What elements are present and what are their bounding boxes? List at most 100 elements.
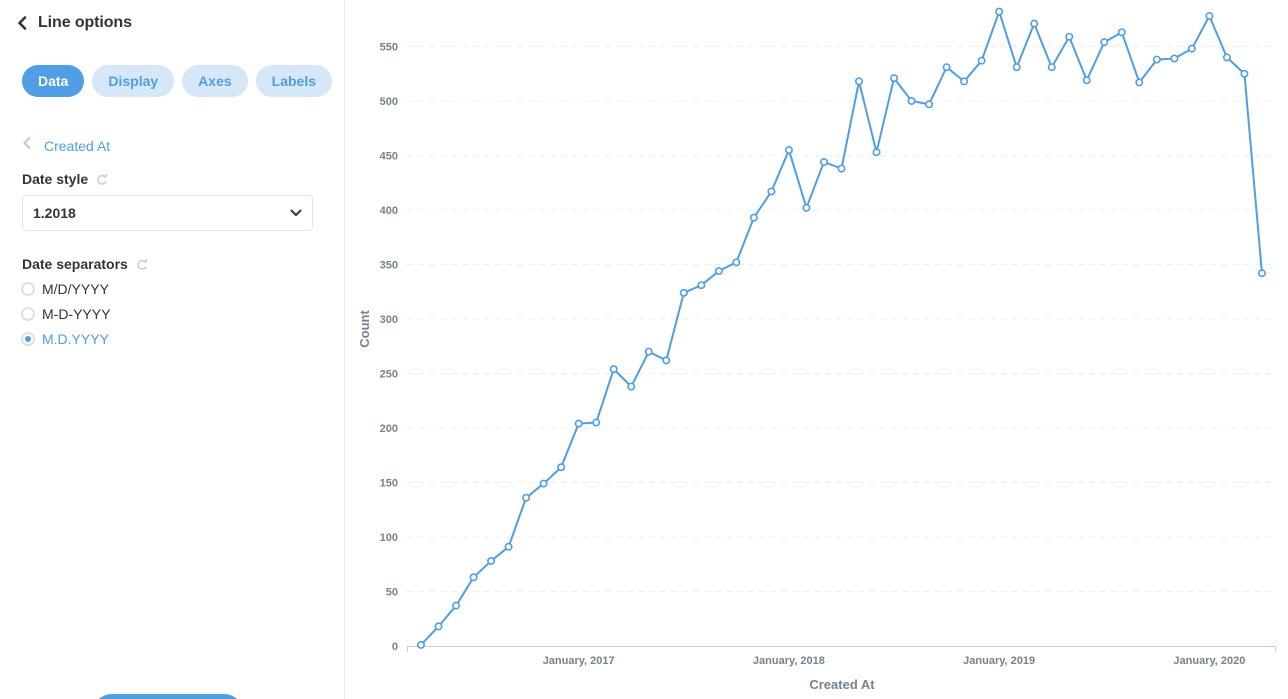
data-point[interactable] [1117, 28, 1126, 37]
radio-button[interactable] [21, 307, 35, 321]
y-tick-label: 450 [380, 151, 398, 163]
x-axis-title: Created At [809, 677, 875, 692]
y-tick-label: 350 [380, 260, 398, 272]
y-tick-label: 50 [386, 587, 398, 599]
data-point[interactable] [1100, 38, 1109, 47]
done-button[interactable] [92, 694, 244, 699]
data-point[interactable] [802, 203, 811, 212]
data-point[interactable] [749, 213, 758, 222]
y-tick-label: 200 [380, 423, 398, 435]
data-point[interactable] [960, 77, 969, 86]
data-point[interactable] [504, 542, 513, 551]
data-point[interactable] [1065, 32, 1074, 41]
data-point[interactable] [1257, 269, 1266, 278]
data-point[interactable] [557, 463, 566, 472]
data-point[interactable] [995, 7, 1004, 16]
data-point[interactable] [434, 622, 443, 631]
data-point[interactable] [1152, 55, 1161, 64]
breadcrumb-back[interactable]: Created At [22, 136, 110, 155]
date-style-value: 1.2018 [33, 205, 76, 221]
radio-separator-dash[interactable]: M-D-YYYY [21, 306, 110, 322]
data-point[interactable] [1170, 54, 1179, 63]
tab-labels[interactable]: Labels [255, 65, 332, 97]
data-point[interactable] [539, 479, 548, 488]
data-point[interactable] [732, 258, 741, 267]
y-tick-label: 150 [380, 478, 398, 490]
y-tick-label: 0 [392, 641, 398, 653]
date-style-label-row: Date style [22, 171, 108, 187]
data-point[interactable] [417, 640, 426, 649]
radio-button-selected[interactable] [21, 332, 35, 346]
data-point[interactable] [819, 158, 828, 167]
data-point[interactable] [784, 146, 793, 155]
data-point[interactable] [1222, 53, 1231, 62]
y-tick-label: 550 [380, 42, 398, 54]
data-point[interactable] [574, 419, 583, 428]
chevron-down-icon [290, 204, 302, 222]
tab-data[interactable]: Data [22, 65, 85, 97]
date-style-label: Date style [22, 171, 89, 187]
data-point[interactable] [925, 100, 934, 109]
data-point[interactable] [679, 288, 688, 297]
radio-label: M-D-YYYY [42, 306, 111, 322]
tab-display[interactable]: Display [92, 65, 175, 97]
y-tick-label: 100 [380, 532, 398, 544]
data-point[interactable] [469, 573, 478, 582]
y-axis-title: Count [357, 310, 372, 348]
data-point[interactable] [837, 164, 846, 173]
data-point[interactable] [487, 556, 496, 565]
y-tick-label: 400 [380, 205, 398, 217]
data-point[interactable] [1187, 44, 1196, 53]
data-point[interactable] [592, 418, 601, 427]
data-point[interactable] [1012, 63, 1021, 72]
data-point[interactable] [627, 382, 636, 391]
breadcrumb-label: Created At [44, 137, 111, 154]
x-tick-label: January, 2019 [963, 655, 1035, 667]
panel-title: Line options [38, 14, 132, 31]
settings-sidebar: Line options Data Display Axes Labels Cr… [0, 0, 345, 699]
x-tick-label: January, 2020 [1173, 655, 1245, 667]
data-point[interactable] [1240, 69, 1249, 78]
data-point[interactable] [714, 267, 723, 276]
date-separators-label: Date separators [22, 256, 128, 272]
y-tick-label: 250 [380, 369, 398, 381]
y-tick-label: 500 [380, 96, 398, 108]
data-point[interactable] [1082, 76, 1091, 85]
data-point[interactable] [609, 365, 618, 374]
radio-button[interactable] [21, 282, 35, 296]
tab-axes[interactable]: Axes [182, 65, 248, 97]
data-point[interactable] [942, 63, 951, 72]
chevron-left-icon [16, 12, 32, 34]
data-point[interactable] [1135, 78, 1144, 87]
date-style-select[interactable]: 1.2018 [22, 195, 313, 231]
data-point[interactable] [977, 56, 986, 65]
reset-icon[interactable] [136, 258, 148, 270]
data-point[interactable] [662, 356, 671, 365]
x-tick-label: January, 2017 [543, 655, 615, 667]
x-tick-label: January, 2018 [753, 655, 825, 667]
data-point[interactable] [907, 97, 916, 106]
data-point[interactable] [644, 347, 653, 356]
data-point[interactable] [522, 493, 531, 502]
chevron-left-icon [22, 136, 32, 155]
data-point[interactable] [872, 148, 881, 157]
data-point[interactable] [1047, 63, 1056, 72]
data-point[interactable] [890, 74, 899, 83]
radio-separator-dot[interactable]: M.D.YYYY [21, 331, 109, 347]
date-separators-label-row: Date separators [22, 256, 148, 272]
radio-separator-slash[interactable]: M/D/YYYY [21, 281, 109, 297]
data-point[interactable] [1030, 19, 1039, 28]
settings-tabs: Data Display Axes Labels [22, 65, 332, 97]
chart-canvas: 0 50 100 150 200 250 300 350 400 450 500 550 January… [357, 7, 1276, 692]
radio-label: M/D/YYYY [42, 281, 109, 297]
reset-icon[interactable] [96, 173, 108, 185]
data-point[interactable] [854, 77, 863, 86]
data-point[interactable] [767, 187, 776, 196]
y-tick-label: 300 [380, 314, 398, 326]
line-chart: 0 50 100 150 200 250 300 350 400 450 500 550 January… [346, 0, 1288, 699]
data-point[interactable] [452, 601, 461, 610]
data-point[interactable] [1205, 11, 1214, 20]
radio-label: M.D.YYYY [42, 331, 109, 347]
back-to-visualization-button[interactable]: Line options [16, 12, 132, 34]
data-point[interactable] [697, 281, 706, 290]
